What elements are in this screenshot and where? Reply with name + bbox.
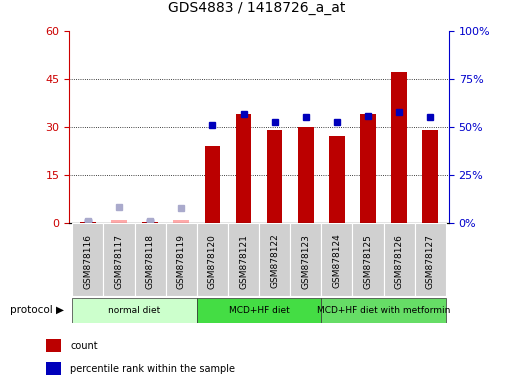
- Bar: [197, 223, 228, 296]
- Bar: [111, 220, 127, 223]
- Text: GSM878116: GSM878116: [84, 233, 92, 289]
- Bar: [197, 298, 321, 323]
- Bar: [415, 223, 446, 296]
- Bar: [80, 222, 96, 223]
- Bar: [46, 362, 62, 375]
- Bar: [104, 223, 134, 296]
- Text: GSM878120: GSM878120: [208, 233, 217, 288]
- Text: GSM878119: GSM878119: [177, 233, 186, 289]
- Text: GSM878127: GSM878127: [426, 233, 435, 288]
- Text: MCD+HF diet: MCD+HF diet: [229, 306, 289, 314]
- Bar: [422, 130, 438, 223]
- Bar: [205, 146, 220, 223]
- Text: percentile rank within the sample: percentile rank within the sample: [70, 364, 235, 374]
- Bar: [228, 223, 259, 296]
- Text: normal diet: normal diet: [108, 306, 161, 314]
- Bar: [173, 220, 189, 223]
- Bar: [391, 72, 407, 223]
- Text: GSM878118: GSM878118: [146, 233, 154, 289]
- Bar: [290, 223, 321, 296]
- Text: GSM878122: GSM878122: [270, 233, 279, 288]
- Text: GSM878121: GSM878121: [239, 233, 248, 288]
- Bar: [72, 298, 197, 323]
- Bar: [173, 220, 189, 223]
- Text: MCD+HF diet with metformin: MCD+HF diet with metformin: [317, 306, 450, 314]
- Text: GSM878124: GSM878124: [332, 233, 341, 288]
- Text: protocol ▶: protocol ▶: [10, 305, 64, 315]
- Bar: [267, 130, 282, 223]
- Bar: [384, 223, 415, 296]
- Bar: [352, 223, 384, 296]
- Bar: [321, 298, 446, 323]
- Bar: [143, 222, 158, 223]
- Bar: [134, 223, 166, 296]
- Bar: [298, 127, 313, 223]
- Text: GSM878126: GSM878126: [394, 233, 404, 288]
- Bar: [236, 114, 251, 223]
- Bar: [329, 136, 345, 223]
- Bar: [259, 223, 290, 296]
- Text: GDS4883 / 1418726_a_at: GDS4883 / 1418726_a_at: [168, 2, 345, 15]
- Bar: [360, 114, 376, 223]
- Text: count: count: [70, 341, 98, 351]
- Text: GSM878117: GSM878117: [114, 233, 124, 289]
- Text: GSM878123: GSM878123: [301, 233, 310, 288]
- Bar: [321, 223, 352, 296]
- Text: GSM878125: GSM878125: [364, 233, 372, 288]
- Bar: [72, 223, 104, 296]
- Bar: [111, 220, 127, 223]
- Bar: [166, 223, 197, 296]
- Bar: [46, 339, 62, 352]
